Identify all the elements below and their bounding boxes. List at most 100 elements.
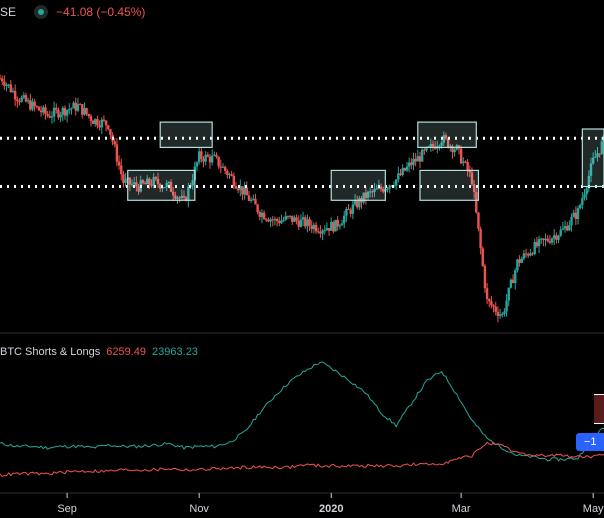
candle-body: [232, 175, 236, 187]
candle-body: [98, 125, 101, 128]
candle-body: [496, 311, 500, 316]
candle-body: [5, 84, 8, 86]
candle-body: [260, 212, 264, 217]
candle-body: [585, 188, 588, 195]
candle-body: [401, 167, 404, 175]
x-axis-label: Mar: [451, 503, 471, 515]
candle-body: [219, 166, 223, 168]
candle-body: [234, 186, 238, 189]
candle-body: [431, 144, 435, 147]
candle-body: [133, 182, 136, 184]
candle-body: [258, 212, 261, 217]
candle-body: [197, 151, 201, 163]
highlight-box[interactable]: [417, 121, 477, 148]
candle-body: [488, 299, 491, 302]
candle-body: [418, 156, 422, 162]
candle-body: [481, 248, 484, 266]
candle-body: [137, 186, 140, 192]
candle-body: [381, 189, 385, 192]
candle-body: [63, 107, 67, 116]
candle-body: [548, 241, 552, 243]
highlight-box[interactable]: [419, 169, 480, 201]
candle-body: [576, 208, 580, 220]
candle-body: [468, 170, 471, 173]
candle-body: [89, 115, 93, 121]
candle-body: [503, 311, 506, 314]
market-status-icon: [34, 5, 49, 19]
candle-body: [195, 162, 199, 167]
candle-body: [494, 306, 497, 312]
candle-body: [477, 212, 480, 229]
candle-body: [429, 144, 433, 147]
candle-body: [59, 114, 62, 118]
candle-body: [37, 106, 41, 111]
longs-value: 23963.23: [152, 346, 198, 358]
candle-body: [208, 156, 212, 163]
candle-body: [581, 198, 584, 206]
candle-body: [180, 195, 184, 199]
candle-body: [9, 84, 13, 92]
candle-body: [557, 235, 560, 240]
candle-body: [226, 170, 229, 175]
candle-body: [44, 107, 47, 114]
shorts-value: 6259.49: [106, 346, 147, 358]
candle-body: [141, 180, 145, 184]
candle-body: [479, 228, 482, 249]
candle-body: [485, 288, 489, 300]
symbol-name[interactable]: SE: [0, 5, 17, 19]
candle-body: [529, 253, 532, 256]
candle-body: [531, 253, 534, 255]
x-axis-label: Nov: [189, 503, 209, 515]
candle-body: [442, 135, 445, 143]
candle-body: [570, 216, 573, 226]
indicator-legend[interactable]: BTC Shorts & Longs 6259.49 23963.23: [0, 346, 198, 358]
candle-body: [563, 226, 567, 229]
candle-body: [68, 109, 71, 111]
candle-body: [420, 149, 424, 162]
highlight-box[interactable]: [159, 121, 213, 148]
candle-body: [42, 107, 45, 113]
candle-body: [405, 166, 409, 171]
x-axis-label: May: [582, 503, 604, 515]
candle-body: [312, 224, 316, 230]
candle-body: [269, 219, 272, 222]
candle-body: [280, 220, 283, 224]
candle-body: [397, 173, 400, 180]
candle-body: [568, 225, 571, 231]
candle-body: [340, 223, 344, 226]
candle-body: [587, 175, 591, 189]
candle-body: [366, 191, 370, 198]
candle-body: [174, 195, 177, 199]
candle-body: [213, 154, 216, 156]
highlight-box[interactable]: [127, 169, 196, 201]
candle-body: [167, 181, 171, 184]
candle-body: [574, 212, 578, 220]
candle-body: [514, 270, 517, 284]
candle-body: [343, 215, 346, 224]
candle-body: [338, 225, 342, 227]
highlight-box[interactable]: [581, 128, 604, 188]
candle-body: [150, 184, 153, 186]
candle-body: [351, 204, 355, 214]
candle-body: [143, 183, 147, 185]
candle-body: [317, 231, 320, 233]
candle-body: [165, 183, 168, 188]
candlestick-series: [0, 74, 604, 323]
candle-body: [438, 145, 441, 147]
candle-body: [583, 194, 586, 199]
candle-body: [210, 155, 214, 163]
candle-body: [555, 235, 558, 240]
candle-body: [591, 157, 595, 164]
candle-body: [537, 239, 541, 247]
candle-body: [535, 241, 539, 247]
candle-body: [440, 142, 443, 146]
highlight-box[interactable]: [330, 169, 386, 201]
candle-body: [453, 149, 456, 153]
candle-body: [327, 228, 331, 231]
candle-body: [598, 153, 601, 155]
candle-body: [399, 173, 402, 175]
x-axis-label: 2020: [318, 503, 344, 515]
candle-body: [544, 238, 547, 241]
candle-body: [444, 135, 448, 139]
price-change: −41.08 (−0.45%): [56, 5, 146, 19]
